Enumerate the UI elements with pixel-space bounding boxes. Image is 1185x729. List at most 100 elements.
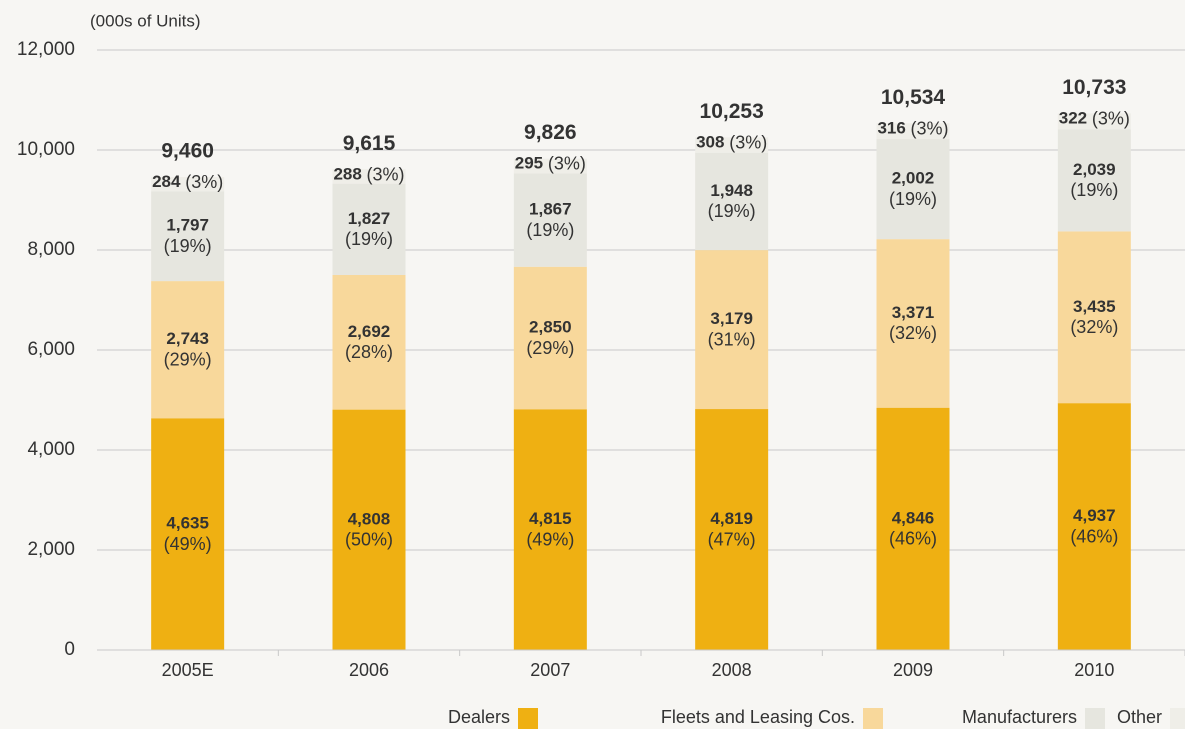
value: 284 bbox=[152, 173, 181, 192]
value-label: 288 (3%) bbox=[333, 164, 404, 184]
x-tick-label: 2009 bbox=[893, 660, 933, 680]
total-label: 10,733 bbox=[1062, 76, 1126, 99]
percent: (3%) bbox=[185, 172, 223, 192]
percent-label: (19%) bbox=[164, 236, 212, 256]
x-tick-label: 2007 bbox=[530, 660, 570, 680]
y-tick-label: 8,000 bbox=[27, 239, 75, 260]
percent-label: (19%) bbox=[526, 220, 574, 240]
value: 316 bbox=[877, 119, 905, 138]
value-label: 2,692 bbox=[348, 322, 391, 341]
legend-swatch bbox=[863, 708, 883, 729]
bar-segment bbox=[513, 266, 587, 410]
value-label: 3,179 bbox=[710, 309, 753, 328]
bar-segment bbox=[332, 183, 406, 275]
value-label: 1,867 bbox=[529, 200, 572, 219]
bar-segment bbox=[151, 177, 225, 192]
legend-label: Fleets and Leasing Cos. bbox=[661, 707, 855, 727]
percent: (3%) bbox=[548, 153, 586, 173]
value-label: 4,937 bbox=[1073, 506, 1116, 525]
x-tick-label: 2010 bbox=[1074, 660, 1114, 680]
bar-segment bbox=[876, 139, 950, 240]
bar-segment bbox=[876, 407, 950, 650]
value-label: 2,002 bbox=[892, 169, 935, 188]
value-label: 4,819 bbox=[710, 509, 753, 528]
value-label: 4,808 bbox=[348, 509, 391, 528]
percent-label: (29%) bbox=[164, 349, 212, 369]
y-tick-label: 10,000 bbox=[17, 139, 75, 160]
legend-swatch bbox=[1170, 708, 1185, 729]
bar-segment bbox=[1057, 231, 1131, 404]
y-tick-label: 6,000 bbox=[27, 339, 75, 360]
value-label: 316 (3%) bbox=[877, 118, 948, 138]
value-label: 4,815 bbox=[529, 509, 572, 528]
percent-label: (49%) bbox=[164, 534, 212, 554]
bar-segment bbox=[695, 152, 769, 251]
percent-label: (49%) bbox=[526, 529, 574, 549]
x-tick-label: 2008 bbox=[712, 660, 752, 680]
percent-label: (28%) bbox=[345, 342, 393, 362]
bar-segment bbox=[513, 173, 587, 267]
value-label: 2,039 bbox=[1073, 160, 1116, 179]
value: 308 bbox=[696, 133, 724, 152]
percent: (3%) bbox=[911, 118, 949, 138]
percent: (3%) bbox=[1092, 108, 1130, 128]
legend-label: Other bbox=[1117, 707, 1162, 727]
y-axis-label: (000s of Units) bbox=[90, 11, 201, 30]
percent-label: (19%) bbox=[708, 201, 756, 221]
value-label: 1,797 bbox=[166, 216, 209, 235]
value: 288 bbox=[333, 165, 361, 184]
total-label: 10,534 bbox=[881, 86, 946, 109]
x-tick-label: 2005E bbox=[162, 660, 214, 680]
bar-segment bbox=[151, 418, 225, 650]
value-label: 322 (3%) bbox=[1059, 108, 1130, 128]
value-label: 295 (3%) bbox=[515, 153, 586, 173]
bar-segment bbox=[1057, 403, 1131, 650]
percent-label: (32%) bbox=[889, 323, 937, 343]
bar-segment bbox=[876, 239, 950, 408]
value-label: 4,635 bbox=[166, 514, 209, 533]
value: 322 bbox=[1059, 109, 1087, 128]
percent-label: (46%) bbox=[1070, 526, 1118, 546]
bar-segment bbox=[1057, 113, 1131, 130]
value-label: 2,743 bbox=[166, 329, 209, 348]
percent-label: (32%) bbox=[1070, 317, 1118, 337]
total-label: 9,615 bbox=[343, 132, 396, 155]
percent-label: (29%) bbox=[526, 338, 574, 358]
value-label: 284 (3%) bbox=[152, 172, 223, 192]
legend-swatch bbox=[1085, 708, 1105, 729]
y-tick-label: 4,000 bbox=[27, 439, 75, 460]
bar-segment bbox=[513, 409, 587, 650]
y-tick-label: 0 bbox=[64, 639, 75, 660]
total-label: 10,253 bbox=[700, 100, 764, 123]
percent-label: (19%) bbox=[1070, 180, 1118, 200]
percent-label: (47%) bbox=[708, 529, 756, 549]
percent-label: (31%) bbox=[708, 329, 756, 349]
legend-label: Manufacturers bbox=[962, 707, 1077, 727]
bar-segment bbox=[151, 191, 225, 282]
percent: (3%) bbox=[367, 164, 405, 184]
total-label: 9,460 bbox=[161, 140, 214, 163]
value-label: 3,435 bbox=[1073, 297, 1116, 316]
bar-segment bbox=[695, 137, 769, 153]
value-label: 2,850 bbox=[529, 317, 572, 336]
percent-label: (46%) bbox=[889, 529, 937, 549]
bar-segment bbox=[876, 123, 950, 140]
percent-label: (50%) bbox=[345, 530, 393, 550]
y-tick-label: 12,000 bbox=[17, 39, 75, 60]
percent-label: (19%) bbox=[345, 229, 393, 249]
value-label: 1,827 bbox=[348, 209, 391, 228]
y-tick-label: 2,000 bbox=[27, 539, 75, 560]
value-label: 4,846 bbox=[892, 508, 935, 527]
bar-segment bbox=[332, 169, 406, 184]
bar-segment bbox=[695, 250, 769, 410]
total-label: 9,826 bbox=[524, 121, 577, 144]
bar-segment bbox=[332, 275, 406, 410]
percent-label: (19%) bbox=[889, 189, 937, 209]
value-label: 1,948 bbox=[710, 181, 753, 200]
percent: (3%) bbox=[729, 132, 767, 152]
bar-segment bbox=[151, 281, 225, 419]
value-label: 308 (3%) bbox=[696, 132, 767, 152]
bar-segment bbox=[1057, 129, 1131, 232]
bar-segment bbox=[695, 409, 769, 650]
